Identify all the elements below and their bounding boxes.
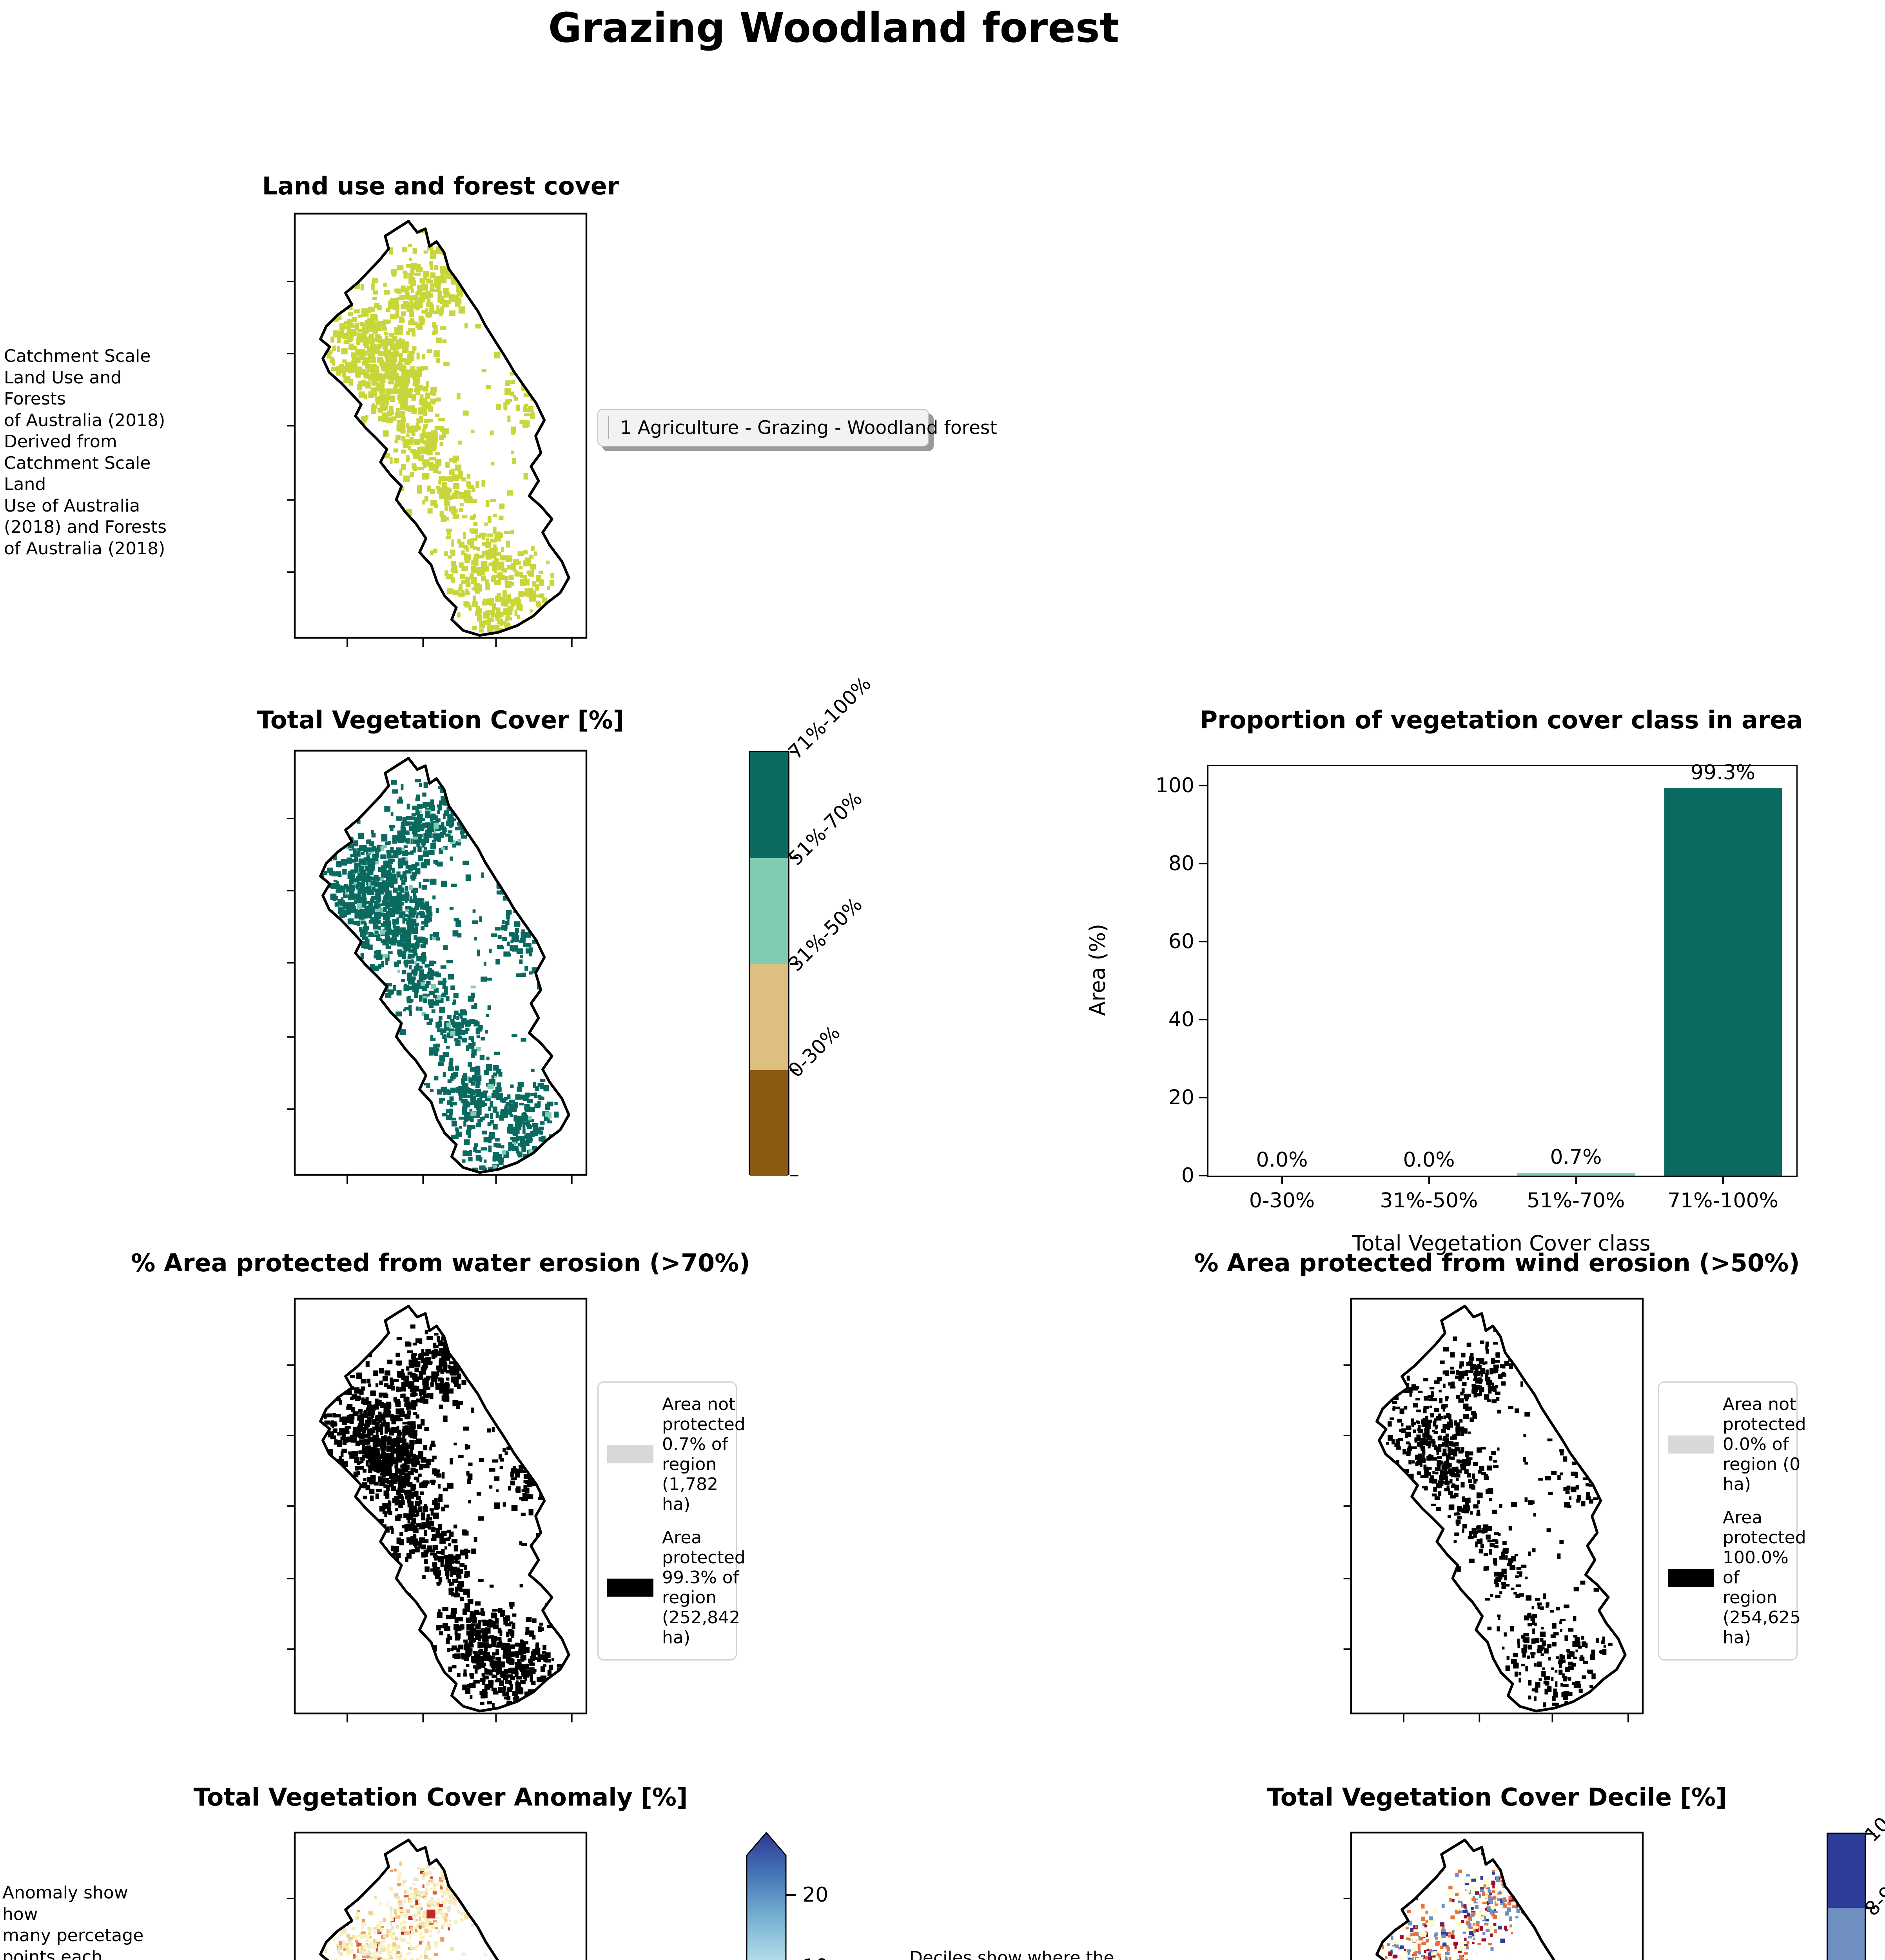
vegcover-colorbar-label: 31%-50%: [784, 893, 867, 976]
bar-value-label: 0.0%: [1256, 1148, 1308, 1172]
vegcover-colorbar-segment: [750, 964, 788, 1070]
legend-swatch: [1668, 1435, 1714, 1454]
wind-erosion-legend: Area not protected 0.0% of region (0 ha)…: [1658, 1381, 1806, 1661]
bar: [1517, 1173, 1635, 1176]
landuse-legend-swatch: [608, 416, 609, 439]
anomaly-title: Total Vegetation Cover Anomaly [%]: [193, 1783, 688, 1811]
decile-note: Deciles show where the pixel value lies …: [909, 1948, 1114, 1960]
chart-x-axis-label: Total Vegetation Cover class: [1352, 1231, 1651, 1256]
vegcover-colorbar-segment: [750, 1070, 788, 1176]
x-tick-label: 51%-70%: [1527, 1189, 1625, 1212]
legend-swatch: [607, 1445, 653, 1464]
landuse-map: [287, 212, 588, 647]
decile-colorbar-segment: [1828, 1908, 1865, 1960]
decile-title: Total Vegetation Cover Decile [%]: [1267, 1783, 1727, 1811]
anomaly-map: [287, 1831, 588, 1960]
vegcover-colorbar-label: 51%-70%: [784, 787, 867, 870]
vegcover-colorbar-segment: [750, 752, 788, 858]
water-erosion-legend: Area not protected 0.7% of region (1,782…: [597, 1381, 746, 1661]
y-tick-label: 0: [1181, 1164, 1194, 1187]
legend-item: Area protected 99.3% of region (252,842 …: [607, 1528, 746, 1648]
landuse-legend-label: 1 Agriculture - Grazing - Woodland fores…: [620, 417, 997, 439]
wind-erosion-map: [1343, 1298, 1644, 1722]
y-tick-label: 60: [1168, 929, 1194, 953]
x-tick-label: 0-30%: [1249, 1189, 1315, 1212]
landuse-title: Land use and forest cover: [262, 172, 619, 200]
vegcover-colorbar-segment: [750, 858, 788, 964]
y-tick-label: 100: [1155, 773, 1194, 797]
y-tick-label: 80: [1168, 851, 1194, 875]
bar-value-label: 0.7%: [1550, 1145, 1602, 1169]
y-tick-label: 20: [1168, 1085, 1194, 1109]
bar: [1664, 788, 1782, 1176]
legend-item: Area not protected 0.7% of region (1,782…: [607, 1394, 746, 1514]
vegcover-colorbar-label: 71%-100%: [784, 672, 876, 764]
water-erosion-map: [287, 1298, 588, 1722]
proportion-chart-title: Proportion of vegetation cover class in …: [1199, 706, 1803, 734]
legend-label: Area protected 99.3% of region (252,842 …: [662, 1528, 746, 1648]
legend-item: Area not protected 0.0% of region (0 ha): [1668, 1394, 1806, 1494]
legend-swatch: [607, 1579, 653, 1597]
vegcover-colorbar-label: 0-30%: [784, 1021, 845, 1082]
vegcover-colorbar: 71%-100% 51%-70% 31%-50% 0-30%: [749, 672, 875, 1176]
water-erosion-title: % Area protected from water erosion (>70…: [131, 1249, 750, 1277]
y-tick-label: 40: [1168, 1007, 1194, 1031]
legend-label: Area not protected 0.0% of region (0 ha): [1723, 1394, 1806, 1495]
landuse-legend: 1 Agriculture - Grazing - Woodland fores…: [597, 409, 997, 446]
legend-label: Area protected 100.0% of region (254,625…: [1723, 1508, 1806, 1648]
decile-map: [1343, 1831, 1644, 1960]
bar-value-label: 0.0%: [1403, 1148, 1455, 1172]
legend-item: Area protected 100.0% of region (254,625…: [1668, 1508, 1806, 1648]
x-tick-label: 71%-100%: [1667, 1189, 1778, 1212]
anomaly-colorbar-label: 20: [802, 1883, 829, 1907]
anomaly-colorbar: 20100−10−20: [746, 1831, 828, 1960]
bar-value-label: 99.3%: [1690, 760, 1756, 784]
anomaly-note: Anomaly show how many percetage points e…: [2, 1883, 144, 1960]
anomaly-colorbar-label: 10: [802, 1955, 828, 1960]
vegcover-map: [287, 750, 588, 1184]
proportion-bar-chart: 0 20 40 60 80 100 0.0% 0-30% 0.0% 31%-50% 0.7% 51%-…: [1156, 761, 1798, 1212]
legend-swatch: [1668, 1568, 1714, 1587]
page-title: Grazing Woodland forest: [548, 4, 1119, 52]
legend-label: Area not protected 0.7% of region (1,782…: [662, 1394, 746, 1515]
vegcover-title: Total Vegetation Cover [%]: [257, 706, 624, 734]
chart-y-axis-label: Area (%): [1085, 924, 1110, 1016]
landuse-note: Catchment Scale Land Use and Forests of …: [4, 346, 167, 559]
decile-colorbar-segment: [1828, 1834, 1865, 1908]
decile-colorbar: 108-94-72-31: [1827, 1813, 1885, 1960]
x-tick-label: 31%-50%: [1380, 1189, 1478, 1212]
wind-erosion-title: % Area protected from wind erosion (>50%…: [1194, 1249, 1800, 1277]
anomaly-colorbar-bar: [746, 1831, 787, 1960]
